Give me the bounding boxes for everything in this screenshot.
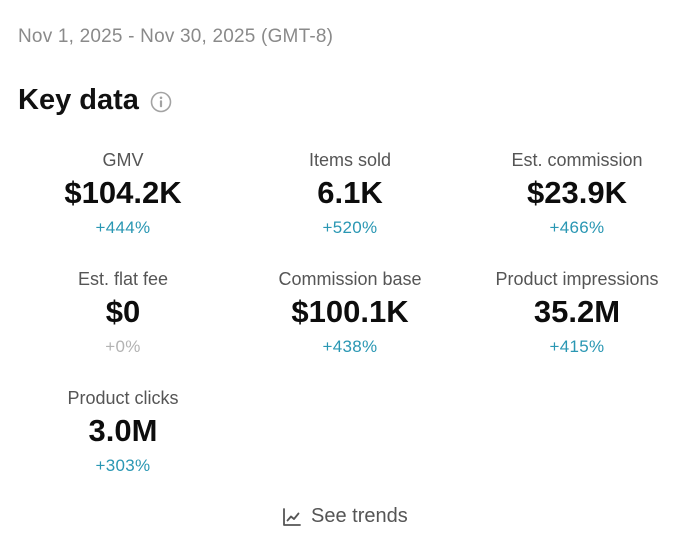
metric-gmv: GMV $104.2K +444% xyxy=(0,148,246,267)
date-range: Nov 1, 2025 - Nov 30, 2025 (GMT-8) xyxy=(18,26,334,47)
info-circle-icon[interactable] xyxy=(150,91,172,113)
metric-change: +466% xyxy=(549,218,605,237)
metric-value: $104.2K xyxy=(64,175,182,210)
metric-change: +438% xyxy=(322,337,378,356)
metric-value: 3.0M xyxy=(88,413,158,448)
metric-product-impressions: Product impressions 35.2M +415% xyxy=(454,267,700,386)
metric-change: +415% xyxy=(549,337,605,356)
metric-change: +303% xyxy=(95,456,151,475)
metric-value: $0 xyxy=(105,294,141,329)
metric-label: Est. commission xyxy=(511,150,643,170)
key-data-header: Key data xyxy=(18,84,172,117)
metric-commission-base: Commission base $100.1K +438% xyxy=(246,267,454,386)
metric-change: +520% xyxy=(322,218,378,237)
metric-value: 35.2M xyxy=(533,294,621,329)
metric-label: GMV xyxy=(102,150,144,170)
metric-value: $100.1K xyxy=(291,294,409,329)
metric-label: Commission base xyxy=(278,269,422,289)
line-chart-icon xyxy=(282,507,302,527)
metric-label: Product impressions xyxy=(495,269,659,289)
metric-label: Items sold xyxy=(308,150,392,170)
metric-product-clicks: Product clicks 3.0M +303% xyxy=(0,386,246,505)
metric-change: +444% xyxy=(95,218,151,237)
metric-label: Product clicks xyxy=(67,388,179,408)
metrics-grid: GMV $104.2K +444% Items sold 6.1K +520% … xyxy=(0,148,700,505)
metric-label: Est. flat fee xyxy=(77,269,169,289)
metric-change: +0% xyxy=(105,337,141,356)
metric-items-sold: Items sold 6.1K +520% xyxy=(246,148,454,267)
metric-value: $23.9K xyxy=(527,175,627,210)
metric-value: 6.1K xyxy=(317,175,383,210)
see-trends-button[interactable]: See trends xyxy=(282,505,408,528)
section-title: Key data xyxy=(18,84,139,116)
metric-est-commission: Est. commission $23.9K +466% xyxy=(454,148,700,267)
metric-est-flat-fee: Est. flat fee $0 +0% xyxy=(0,267,246,386)
see-trends-label: See trends xyxy=(311,505,408,527)
